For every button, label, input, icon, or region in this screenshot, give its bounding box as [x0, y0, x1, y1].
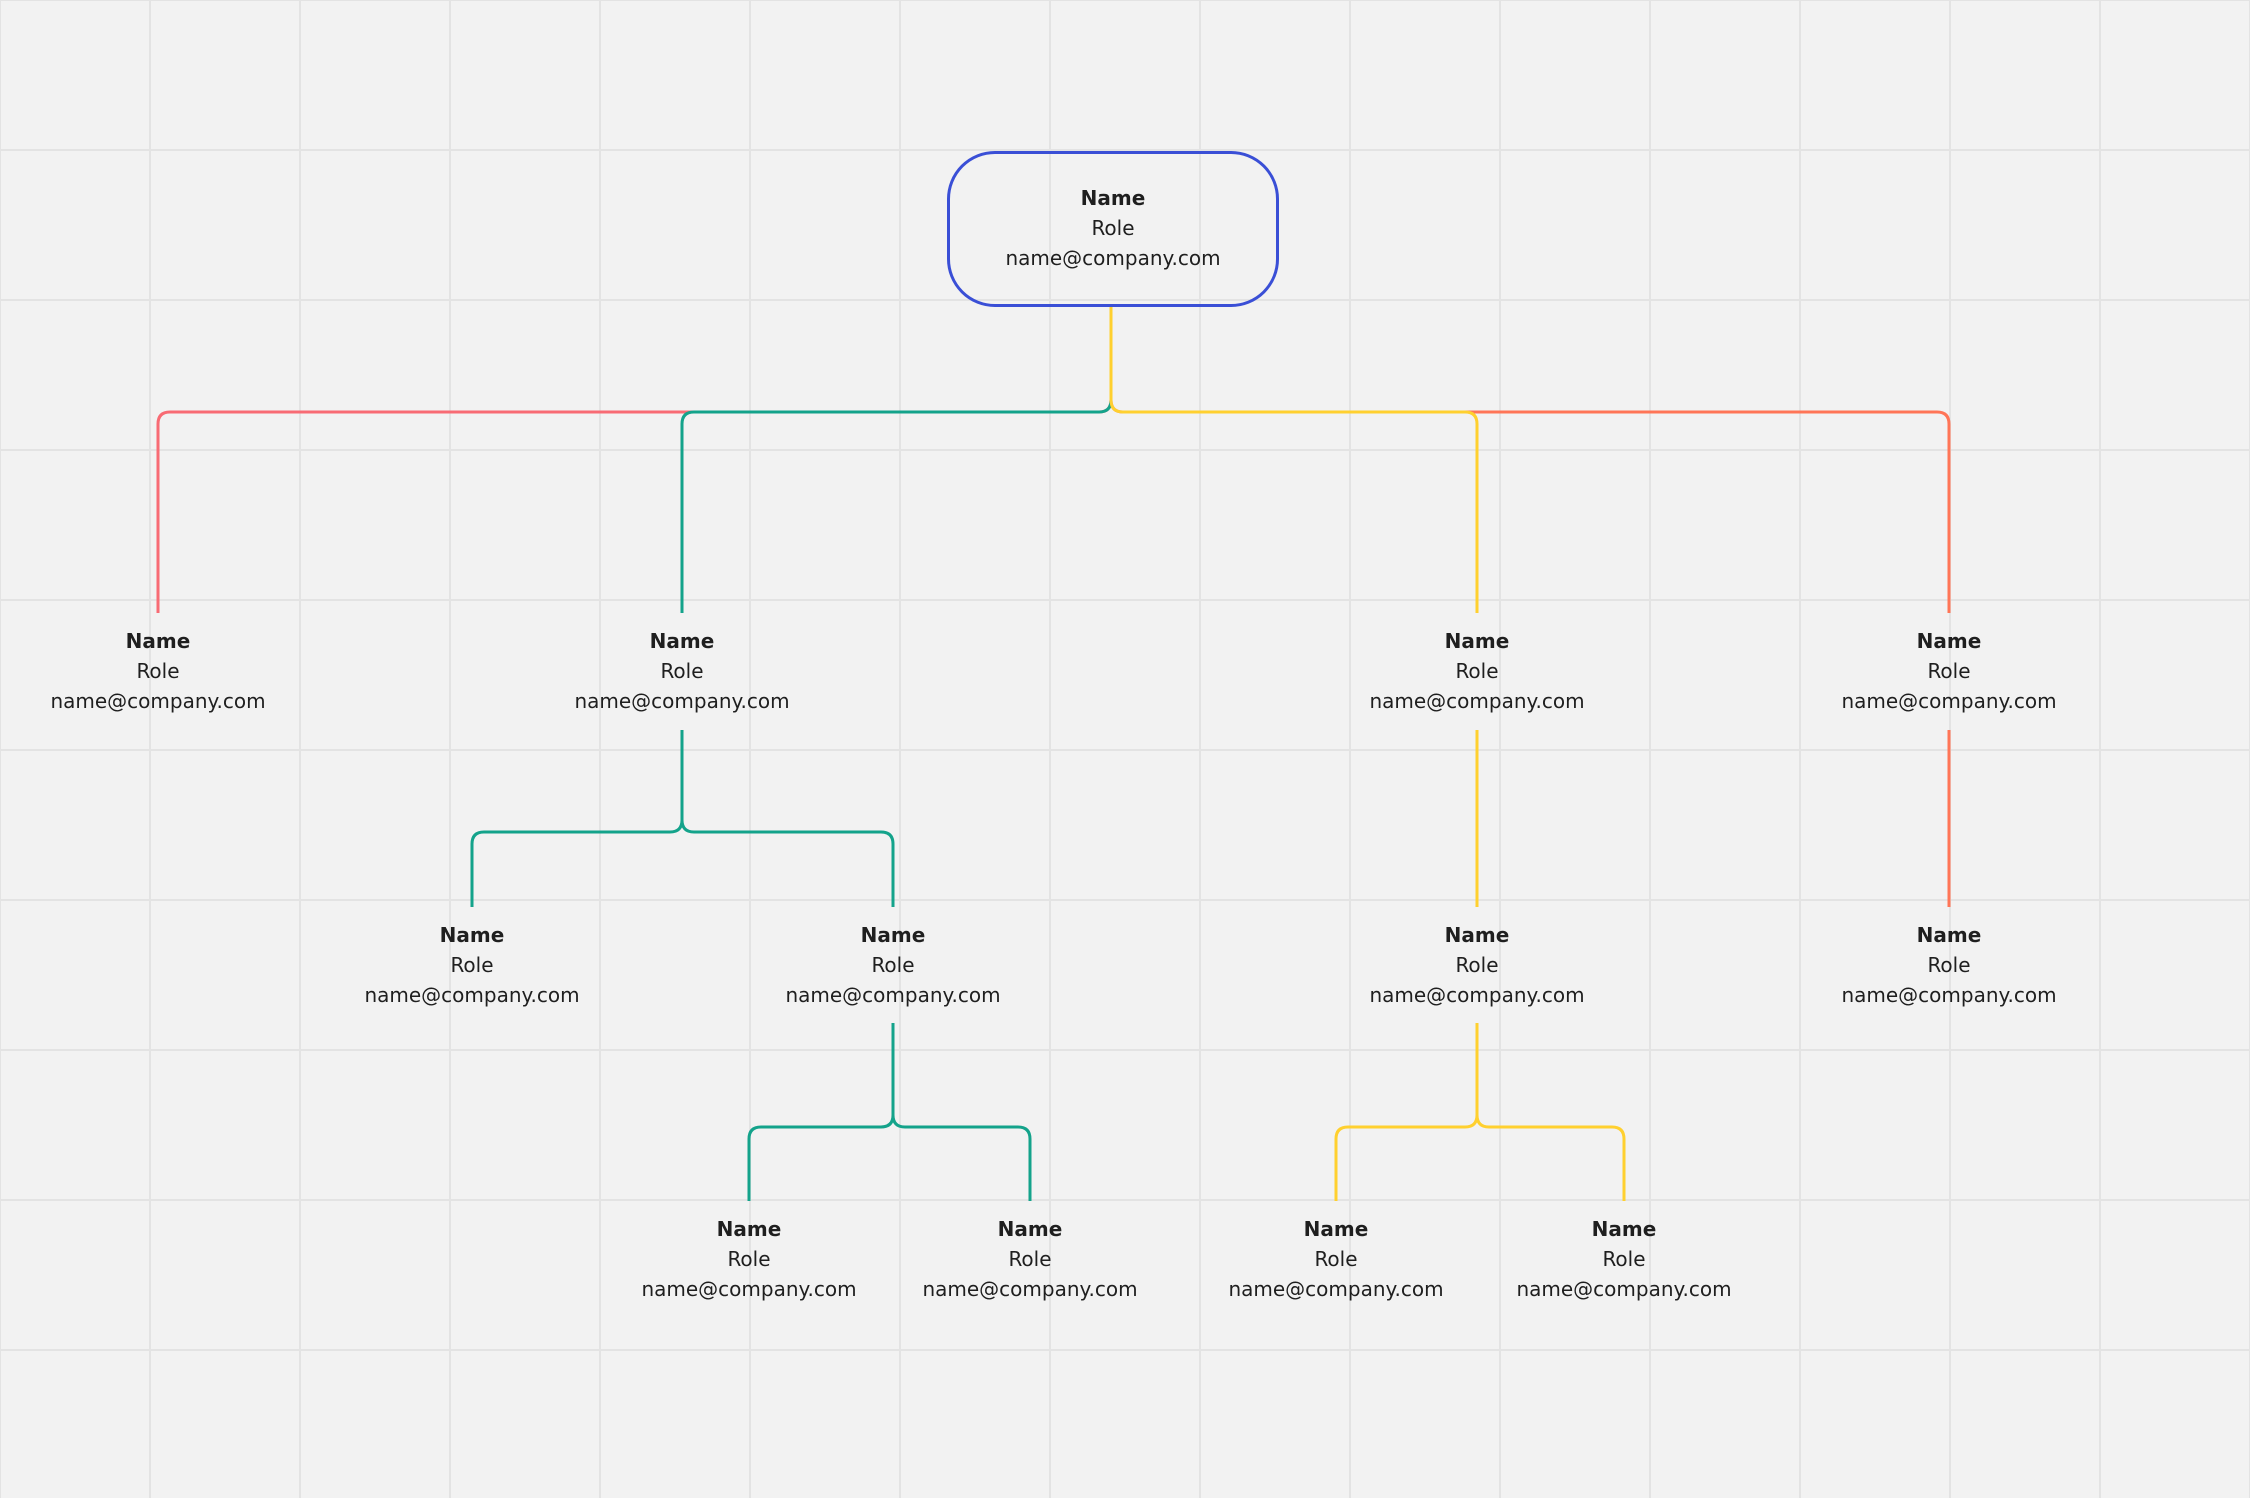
node-role: Role [136, 659, 180, 683]
org-node-d1[interactable]: Name Role name@company.com [1799, 920, 2099, 1010]
node-name: Name [1303, 1217, 1369, 1241]
org-node-c1[interactable]: Name Role name@company.com [1327, 920, 1627, 1010]
node-role: Role [1455, 953, 1499, 977]
org-node-b2b[interactable]: Name Role name@company.com [880, 1214, 1180, 1304]
org-node-c1a[interactable]: Name Role name@company.com [1186, 1214, 1486, 1304]
node-email: name@company.com [1841, 983, 2057, 1007]
node-role: Role [1927, 953, 1971, 977]
node-email: name@company.com [1228, 1277, 1444, 1301]
org-node-c[interactable]: Name Role name@company.com [1327, 626, 1627, 716]
node-role: Role [1091, 216, 1135, 240]
org-node-root: Name Role name@company.com [950, 183, 1276, 273]
node-role: Role [727, 1247, 771, 1271]
org-node-b[interactable]: Name Role name@company.com [532, 626, 832, 716]
node-name: Name [860, 923, 926, 947]
node-role: Role [450, 953, 494, 977]
node-name: Name [1916, 923, 1982, 947]
node-email: name@company.com [364, 983, 580, 1007]
node-role: Role [1008, 1247, 1052, 1271]
org-node-a[interactable]: Name Role name@company.com [8, 626, 308, 716]
connector-b2-b2b [891, 1023, 1032, 1201]
org-node-d[interactable]: Name Role name@company.com [1799, 626, 2099, 716]
connector-root-c [1109, 307, 1479, 613]
node-role: Role [660, 659, 704, 683]
connector-b2-b2a [747, 1023, 895, 1201]
node-name: Name [125, 629, 191, 653]
node-name: Name [1080, 186, 1146, 210]
node-email: name@company.com [50, 689, 266, 713]
connector-b-b2 [680, 730, 895, 907]
org-node-b2[interactable]: Name Role name@company.com [743, 920, 1043, 1010]
connector-c1-c1a [1334, 1023, 1479, 1201]
node-email: name@company.com [641, 1277, 857, 1301]
org-node-b1[interactable]: Name Role name@company.com [322, 920, 622, 1010]
node-name: Name [1444, 923, 1510, 947]
node-email: name@company.com [785, 983, 1001, 1007]
connector-b-b1 [470, 730, 684, 907]
root-node-card[interactable]: Name Role name@company.com [947, 151, 1279, 307]
node-name: Name [1916, 629, 1982, 653]
node-role: Role [1455, 659, 1499, 683]
org-node-c1b[interactable]: Name Role name@company.com [1474, 1214, 1774, 1304]
node-email: name@company.com [1005, 246, 1221, 270]
node-email: name@company.com [574, 689, 790, 713]
connector-root-a [156, 307, 1113, 613]
connector-c1-c1b [1475, 1023, 1626, 1201]
node-name: Name [997, 1217, 1063, 1241]
node-name: Name [1444, 629, 1510, 653]
node-name: Name [716, 1217, 782, 1241]
node-email: name@company.com [1841, 689, 2057, 713]
node-name: Name [649, 629, 715, 653]
node-role: Role [1927, 659, 1971, 683]
org-node-b2a[interactable]: Name Role name@company.com [599, 1214, 899, 1304]
node-role: Role [1602, 1247, 1646, 1271]
node-email: name@company.com [1369, 983, 1585, 1007]
node-email: name@company.com [1516, 1277, 1732, 1301]
node-email: name@company.com [1369, 689, 1585, 713]
connector-root-d [1109, 307, 1951, 613]
node-name: Name [1591, 1217, 1657, 1241]
connector-root-b [680, 307, 1113, 613]
node-name: Name [439, 923, 505, 947]
node-role: Role [871, 953, 915, 977]
node-role: Role [1314, 1247, 1358, 1271]
node-email: name@company.com [922, 1277, 1138, 1301]
